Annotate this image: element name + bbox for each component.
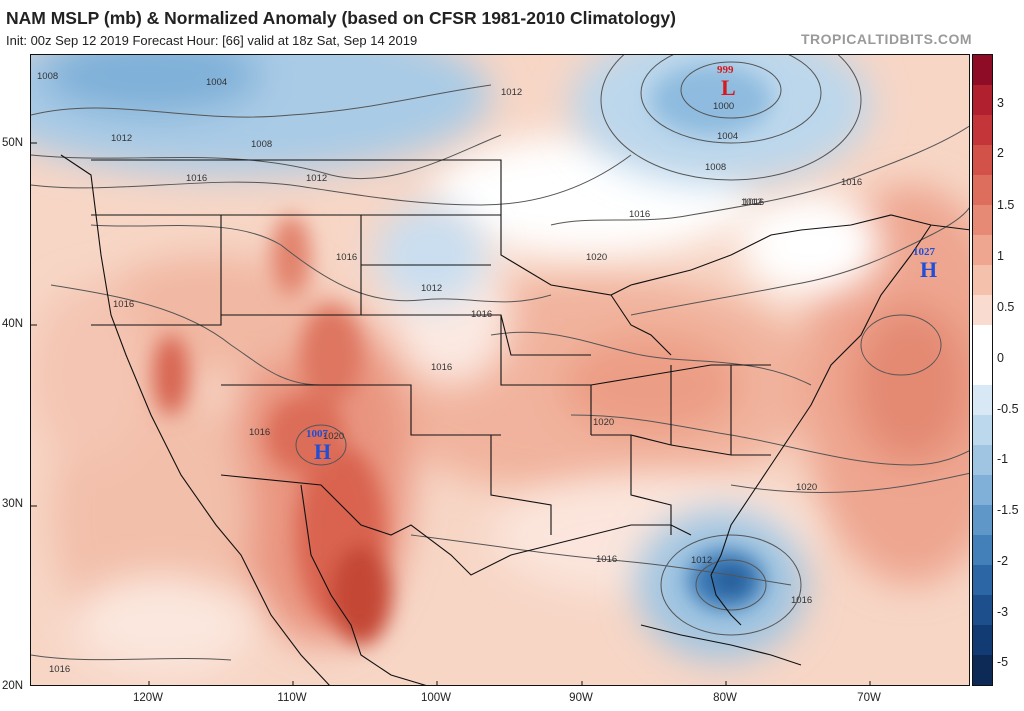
colorbar-segment xyxy=(973,445,992,475)
lat-label-50n: 50N xyxy=(2,137,24,149)
isobar-label: 1008 xyxy=(251,139,272,150)
isobar-label: 1016 xyxy=(49,664,70,675)
isobar-label: 1016 xyxy=(186,173,207,184)
isobar-label: 1008 xyxy=(37,71,58,82)
colorbar-tick-label: 2 xyxy=(997,146,1004,160)
colorbar-tick-label: -0.5 xyxy=(997,402,1019,416)
chart-subtitle: Init: 00z Sep 12 2019 Forecast Hour: [66… xyxy=(6,33,418,48)
isobar-label: 1016 xyxy=(629,209,650,220)
lat-label-40n: 40N xyxy=(2,318,24,330)
colorbar-segment xyxy=(973,355,992,385)
colorbar-segment xyxy=(973,505,992,535)
chart-title: NAM MSLP (mb) & Normalized Anomaly (base… xyxy=(6,8,676,28)
colorbar-segment xyxy=(973,325,992,355)
isobar-labels: 1008 1004 1012 1008 1012 1012 1016 1016 … xyxy=(37,71,862,675)
high-pressure-value: 1007 xyxy=(306,428,329,440)
colorbar-segment xyxy=(973,265,992,295)
colorbar-tick-label: -1.5 xyxy=(997,503,1019,517)
isobar-label: 1020 xyxy=(323,431,344,442)
isobars xyxy=(31,55,969,661)
colorbar-segment xyxy=(973,475,992,505)
colorbar-segment xyxy=(973,535,992,565)
anomaly-colorbar xyxy=(972,54,993,686)
isobar-label: 1012 xyxy=(111,133,132,144)
colorbar-segment xyxy=(973,655,992,685)
isobar-label: 1016 xyxy=(743,197,764,208)
colorbar-segment xyxy=(973,235,992,265)
isobar-label: 1016 xyxy=(596,554,617,565)
isobar-label: 1016 xyxy=(791,595,812,606)
colorbar-tick-label: 1.5 xyxy=(997,198,1015,212)
isobar-label: 1012 xyxy=(691,555,712,566)
lon-label-70w: 70W xyxy=(857,692,881,704)
colorbar-segment xyxy=(973,415,992,445)
colorbar-tick-label: 1 xyxy=(997,249,1004,263)
frame-ticks xyxy=(31,142,871,685)
pressure-centers: 999 L 1027 H 1007 H xyxy=(306,64,937,464)
colorbar-segment xyxy=(973,115,992,145)
high-pressure-symbol: H xyxy=(920,257,937,282)
colorbar-tick-label: -1 xyxy=(997,452,1009,466)
isobar-label: 1016 xyxy=(471,309,492,320)
colorbar-segment xyxy=(973,175,992,205)
isobar-label: 1012 xyxy=(421,283,442,294)
colorbar-segment xyxy=(973,295,992,325)
map-frame: 1008 1004 1012 1008 1012 1012 1016 1016 … xyxy=(30,54,970,686)
isobar-label: 1020 xyxy=(586,252,607,263)
lon-label-120w: 120W xyxy=(132,692,164,704)
coastlines-and-borders xyxy=(60,154,969,685)
colorbar-segment xyxy=(973,55,992,85)
colorbar-tick-label: -3 xyxy=(997,605,1009,619)
colorbar-tick-label: -5 xyxy=(997,655,1009,669)
colorbar-segment xyxy=(973,595,992,625)
colorbar-segment xyxy=(973,385,992,415)
isobar-label: 1020 xyxy=(796,482,817,493)
isobar-label: 1008 xyxy=(705,162,726,173)
lon-label-100w: 100W xyxy=(420,692,452,704)
colorbar-tick-label: 0 xyxy=(997,351,1004,365)
colorbar-tick-label: -2 xyxy=(997,554,1009,568)
isobar-label: 1004 xyxy=(717,131,738,142)
colorbar-tick-label: 0.5 xyxy=(997,300,1015,314)
isobar-label: 1000 xyxy=(713,101,734,112)
colorbar-segment xyxy=(973,85,992,115)
isobar-label: 1012 xyxy=(306,173,327,184)
lon-label-110w: 110W xyxy=(277,692,307,704)
strong-warm-anomaly xyxy=(153,215,391,645)
isobar-label: 1016 xyxy=(336,252,357,263)
isobar-label: 1016 xyxy=(249,427,270,438)
colorbar-segment xyxy=(973,565,992,595)
isobar-label: 1012 xyxy=(501,87,522,98)
lat-label-30n: 30N xyxy=(2,498,24,510)
lon-label-90w: 90W xyxy=(569,692,593,704)
anomaly-map: 1008 1004 1012 1008 1012 1012 1016 1016 … xyxy=(31,55,969,685)
site-credit: TROPICALTIDBITS.COM xyxy=(800,31,972,47)
isobar-label: 1016 xyxy=(431,362,452,373)
low-pressure-symbol: L xyxy=(721,75,736,100)
isobar-label: 1016 xyxy=(841,177,862,188)
high-pressure-symbol: H xyxy=(314,439,331,464)
colorbar-segment xyxy=(973,205,992,235)
isobar-label: 1004 xyxy=(206,77,227,88)
isobar-label: 1016 xyxy=(113,299,134,310)
colorbar-tick-label: 3 xyxy=(997,96,1004,110)
lon-label-80w: 80W xyxy=(713,692,737,704)
high-pressure-value: 1027 xyxy=(913,246,936,258)
lat-label-20n: 20N xyxy=(2,680,24,692)
colorbar-segment xyxy=(973,145,992,175)
isobar-label: 1020 xyxy=(593,417,614,428)
colorbar-segment xyxy=(973,625,992,655)
isobar-label: 1012 xyxy=(741,197,762,208)
low-pressure-value: 999 xyxy=(717,64,734,76)
